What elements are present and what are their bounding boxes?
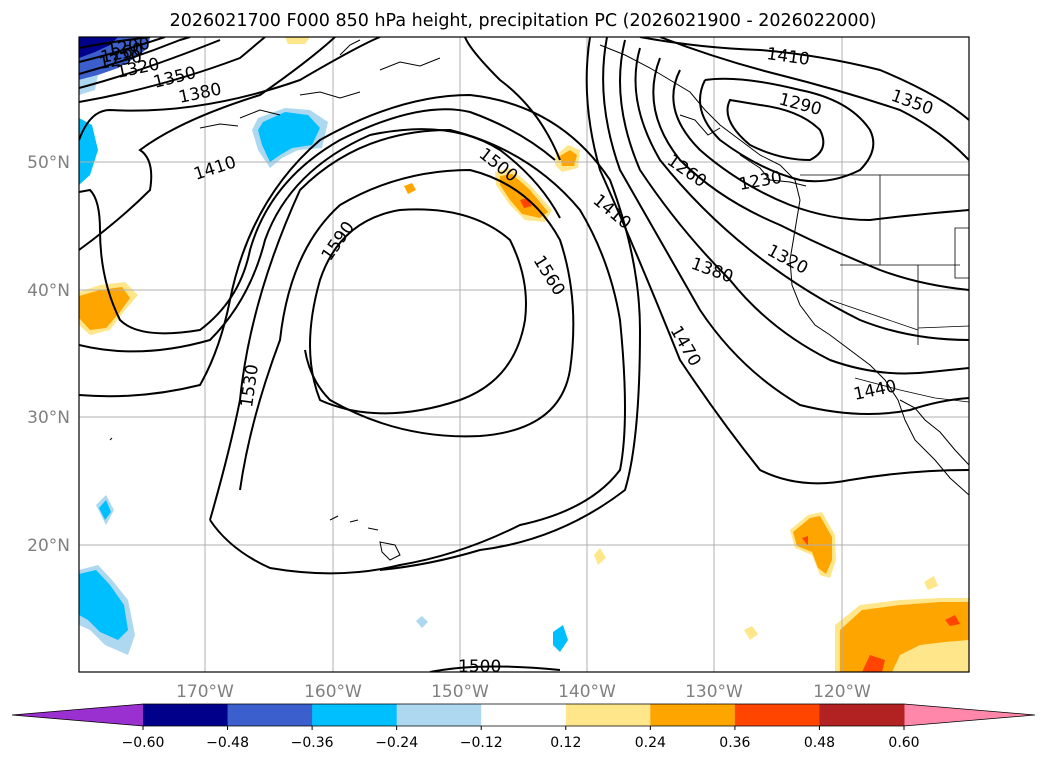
precip-negative-west — [79, 118, 98, 185]
lat-label: 50°N — [27, 153, 70, 173]
colorbar-bin — [312, 704, 398, 726]
coastlines — [109, 39, 969, 561]
lat-label: 20°N — [27, 536, 70, 556]
lon-label: 160°W — [304, 682, 362, 702]
colorbar-tick-label: −0.36 — [291, 735, 334, 751]
colorbar-under-extend — [12, 704, 143, 726]
colorbar-tick-label: −0.24 — [375, 735, 418, 751]
lon-label: 140°W — [558, 682, 616, 702]
contour-label: 1500 — [458, 657, 501, 677]
colorbar-bin — [650, 704, 736, 726]
colorbar-bin — [481, 704, 567, 726]
colorbar-tick-label: 0.36 — [719, 735, 750, 751]
lon-label: 130°W — [685, 682, 743, 702]
lon-label: 150°W — [431, 682, 489, 702]
graticule — [79, 37, 969, 672]
map-frame — [78, 36, 970, 673]
latitude-labels: 50°N 40°N 30°N 20°N — [27, 153, 70, 556]
colorbar-tick-label: 0.24 — [635, 735, 666, 751]
colorbar-tick-label: −0.60 — [122, 735, 165, 751]
colorbar-tick-label: −0.48 — [206, 735, 249, 751]
longitude-labels: 170°W 160°W 150°W 140°W 130°W 120°W — [176, 682, 871, 702]
colorbar-tick-label: 0.60 — [888, 735, 919, 751]
colorbar-bin — [143, 704, 229, 726]
colorbar-over-extend — [904, 704, 1035, 726]
lat-label: 30°N — [27, 408, 70, 428]
lat-label: 40°N — [27, 281, 70, 301]
colorbar-bin — [734, 704, 820, 726]
contour-label: 1200 — [105, 34, 151, 61]
lon-label: 120°W — [813, 682, 871, 702]
height-contours — [79, 37, 969, 672]
colorbar-bin — [565, 704, 651, 726]
map-panel: 1200 1230 1260 1320 1350 1380 1410 1500 … — [27, 34, 970, 702]
colorbar-bin — [819, 704, 905, 726]
colorbar: −0.60 −0.48 −0.36 −0.24 −0.12 0.12 0.24 0.36 0.4… — [11, 703, 1036, 751]
map-title: 2026021700 F000 850 hPa height, precipit… — [170, 11, 877, 31]
colorbar-tick-label: 0.48 — [804, 735, 835, 751]
colorbar-tick-label: 0.12 — [550, 735, 581, 751]
colorbar-bin — [227, 704, 313, 726]
colorbar-tick-label: −0.12 — [460, 735, 503, 751]
lon-label: 170°W — [176, 682, 234, 702]
colorbar-bin — [396, 704, 482, 726]
